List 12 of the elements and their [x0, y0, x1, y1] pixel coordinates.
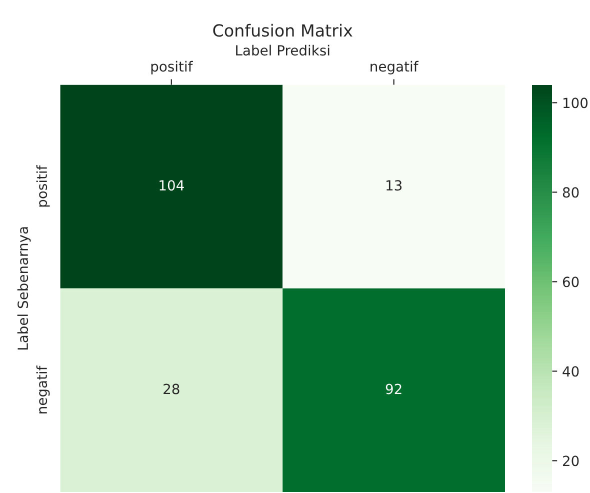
data-label: 92 [386, 384, 402, 394]
color-bar-label: 40 [562, 366, 579, 377]
color-bar-label: 60 [562, 276, 579, 288]
color-bar-label: 100 [563, 98, 588, 108]
data-label: 28 [164, 384, 180, 394]
data-label: 104 [160, 180, 184, 191]
x-axis-title: Label Prediksi [236, 44, 330, 56]
data-label: 13 [386, 180, 402, 191]
chart-title: Confusion Matrix [213, 24, 352, 37]
color-bar-label: 80 [562, 187, 579, 198]
y-axis-title: Label Sebenarnya [17, 227, 31, 350]
color-bar-label: 20 [562, 456, 579, 466]
